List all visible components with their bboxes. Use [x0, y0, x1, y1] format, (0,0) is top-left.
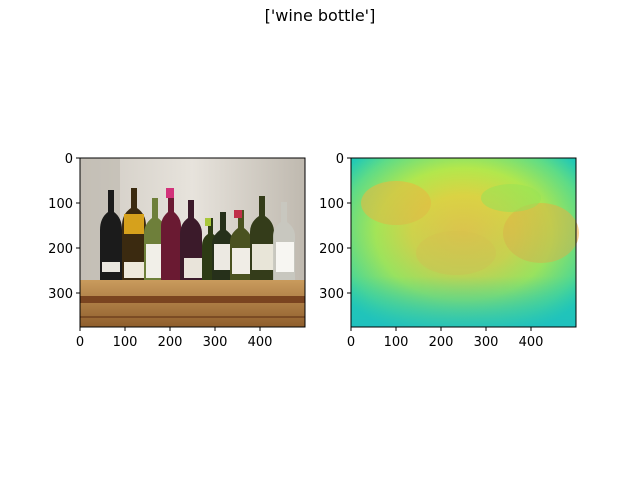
y-tick-label: 0	[336, 152, 344, 167]
wine-bottles	[100, 188, 295, 282]
y-tick-label: 0	[65, 152, 73, 167]
x-tick-label: 100	[113, 335, 138, 350]
x-tick-label: 100	[384, 335, 409, 350]
figure-title: ['wine bottle']	[264, 6, 376, 25]
y-tick-label: 100	[48, 197, 73, 212]
x-tick-label: 400	[248, 335, 273, 350]
y-tick-label: 200	[319, 242, 344, 257]
x-tick-label: 300	[474, 335, 499, 350]
x-tick-label: 200	[429, 335, 454, 350]
y-tick-label: 300	[48, 287, 73, 302]
photo-panel: 0 100 200 300 400 0 100 200 300	[48, 152, 306, 350]
x-tick-label: 400	[519, 335, 544, 350]
y-tick-label: 200	[48, 242, 73, 257]
x-tick-label: 200	[158, 335, 183, 350]
wooden-shelf	[80, 280, 305, 327]
y-axis-ticks: 0 100 200 300	[319, 152, 351, 302]
x-tick-label: 0	[347, 335, 355, 350]
x-tick-label: 300	[203, 335, 228, 350]
x-tick-label: 0	[76, 335, 84, 350]
heatmap-panel: 0 100 200 300 400 0 100 200 300	[319, 152, 579, 350]
shelf-rope-trim	[80, 296, 305, 303]
x-axis-ticks: 0 100 200 300 400	[76, 327, 273, 350]
y-tick-label: 300	[319, 287, 344, 302]
y-tick-label: 100	[319, 197, 344, 212]
y-axis-ticks: 0 100 200 300	[48, 152, 80, 302]
x-axis-ticks: 0 100 200 300 400	[347, 327, 544, 350]
